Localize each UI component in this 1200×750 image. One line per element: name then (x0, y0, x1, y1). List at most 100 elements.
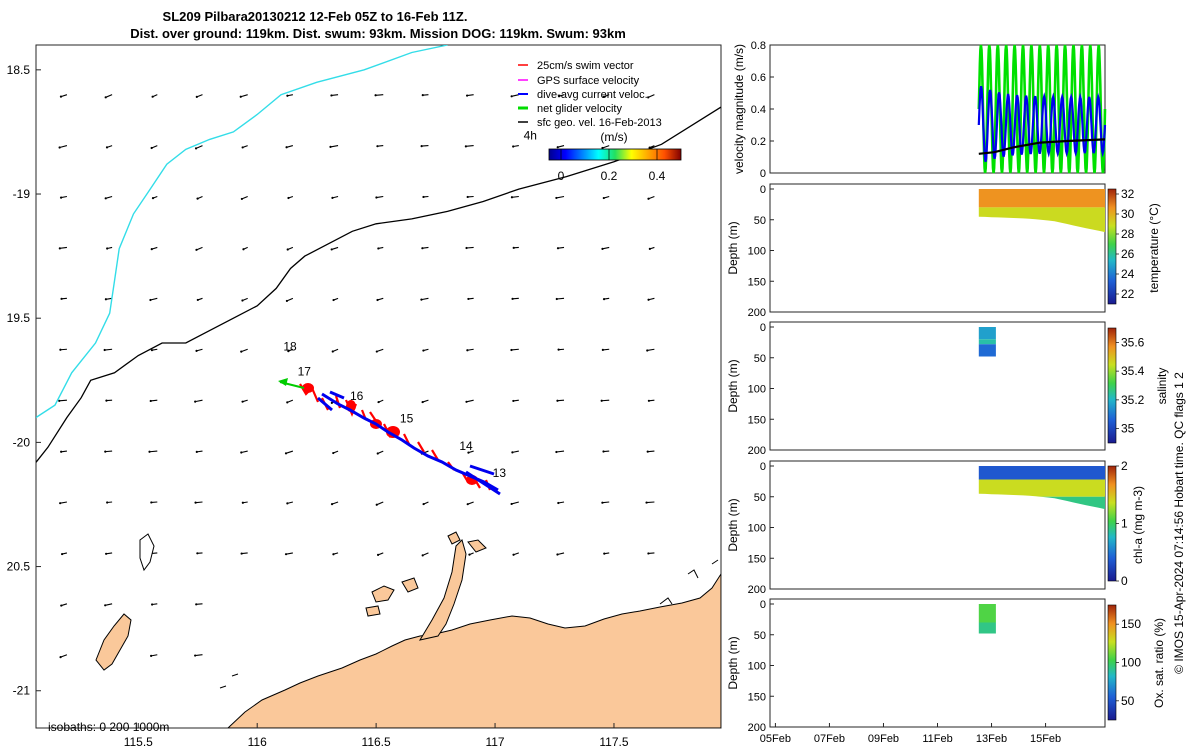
colorbar-tick-label: 22 (1121, 287, 1135, 301)
current-arrow-head (103, 348, 106, 352)
current-arrow-head (602, 196, 605, 200)
current-arrow-head (466, 503, 469, 506)
current-arrow-head (331, 196, 334, 199)
current-arrow (104, 348, 113, 351)
current-arrow (556, 297, 565, 300)
current-arrow-head (468, 553, 471, 556)
current-arrow-head (510, 502, 513, 506)
current-arrow-head (194, 400, 197, 403)
current-arrow-head (466, 349, 469, 352)
current-arrow-head (240, 451, 243, 454)
oxygen-section (978, 604, 996, 634)
current-arrow-head (511, 297, 514, 300)
current-arrow-head (421, 400, 424, 404)
current-arrow (195, 501, 203, 504)
track-label: 17 (298, 364, 312, 378)
current-arrow-head (59, 95, 63, 98)
legend-label-net: net glider velocity (537, 103, 622, 115)
section-layer (978, 339, 996, 345)
current-arrow (195, 654, 203, 657)
current-arrow (195, 399, 203, 403)
current-arrow (105, 603, 113, 606)
track-label: 18 (283, 339, 297, 353)
current-arrow (285, 450, 294, 454)
current-arrow-head (512, 553, 515, 556)
current-arrow-head (601, 247, 604, 250)
salinity-colorbar (1107, 327, 1117, 444)
velocity-y-ticks: 0 0.2 0.4 0.6 0.8 (751, 40, 774, 180)
current-arrow-head (284, 553, 288, 556)
colorbar-tick-label: 35.6 (1121, 335, 1145, 349)
oxygen-panel: 0 50 100 150 200 Depth (m) 50 100 150 Ox. sat.… (726, 598, 1166, 734)
current-arrow-head (150, 248, 153, 251)
current-arrow-head (374, 94, 377, 97)
current-arrow (240, 94, 248, 98)
chla-panel: 0 50 100 150 200 Depth (m) 0 1 2 chl-a (mg m-3… (726, 459, 1145, 596)
temperature-cbar-label: temperature (°C) (1147, 203, 1161, 293)
current-arrow-head (241, 146, 244, 149)
current-arrow-head (105, 146, 109, 149)
current-arrow-head (556, 146, 559, 149)
current-arrow-head (194, 501, 197, 504)
map-x-tick-label: 117.5 (599, 735, 628, 749)
map-y-tick-label: 19.5 (7, 311, 31, 325)
velocity-series-line (977, 85, 1107, 162)
current-arrow-head (376, 553, 380, 556)
current-arrow (511, 501, 519, 505)
current-arrow-head (510, 196, 514, 199)
current-arrow (105, 94, 113, 98)
current-arrow-head (151, 197, 155, 200)
map-y-tick-label: 18.5 (7, 63, 31, 77)
current-arrow (375, 94, 384, 96)
current-arrow-head (601, 348, 604, 351)
map-y-tick-label: -19 (13, 187, 31, 201)
current-arrow-head (648, 247, 651, 250)
current-arrow-head (330, 401, 333, 404)
current-arrow-head (329, 145, 332, 149)
chla-ylabel: Depth (m) (726, 498, 740, 551)
colorbar-tick-label: 50 (1121, 694, 1135, 708)
islands-west (139, 533, 155, 572)
peninsula (418, 539, 467, 641)
current-arrow-head (106, 501, 109, 504)
current-arrow-head (422, 502, 425, 506)
velocity-y-tick-label: 0.4 (751, 104, 766, 116)
current-arrow-head (287, 196, 290, 200)
temperature-colorbar (1107, 188, 1117, 305)
map-y-tick-label: -21 (13, 684, 31, 698)
map-legend: 25cm/s swim vector GPS surface velocity … (518, 60, 682, 183)
oxygen-cbar-label: Ox. sat. ratio (%) (1152, 618, 1166, 708)
current-arrow-head (557, 348, 560, 351)
current-arrow (466, 246, 474, 249)
depth-tick-label: 50 (754, 492, 766, 504)
isobath-200m (36, 106, 721, 463)
current-arrow-head (104, 197, 107, 200)
current-arrow-head (240, 197, 243, 201)
current-arrow-head (603, 552, 606, 555)
track-label: 15 (400, 412, 414, 426)
current-arrow (195, 145, 203, 149)
current-arrow-head (242, 248, 245, 251)
depth-tick-label: 150 (748, 553, 766, 565)
current-arrow (105, 195, 113, 199)
velocity-panel: 0 0.2 0.4 0.6 0.8 velocity magnitude (m/s) (732, 40, 1107, 180)
current-arrow-head (557, 95, 561, 98)
copyright-note: © IMOS 15-Apr-2024 07:14:56 Hobart time.… (1172, 372, 1186, 674)
map-y-ticks: 18.5 -19 19.5 -20 20.5 -21 (7, 63, 41, 698)
current-arrow-head (195, 349, 198, 352)
current-arrow-head (467, 451, 470, 454)
depth-tick-label: 150 (748, 276, 766, 288)
current-arrow-head (286, 502, 289, 505)
current-arrow (376, 348, 384, 353)
current-arrow-head (647, 399, 651, 402)
salinity-y-ticks: 0 50 100 150 200 (748, 322, 774, 457)
current-arrow (60, 501, 68, 504)
current-arrow (59, 145, 68, 149)
current-arrow-head (647, 552, 650, 555)
current-arrow-head (376, 452, 379, 455)
track-label: 16 (350, 389, 364, 403)
current-arrow-head (104, 96, 107, 99)
legend-label-gps: GPS surface velocity (537, 75, 640, 87)
track-label: 14 (459, 439, 473, 453)
current-arrows (58, 94, 655, 659)
